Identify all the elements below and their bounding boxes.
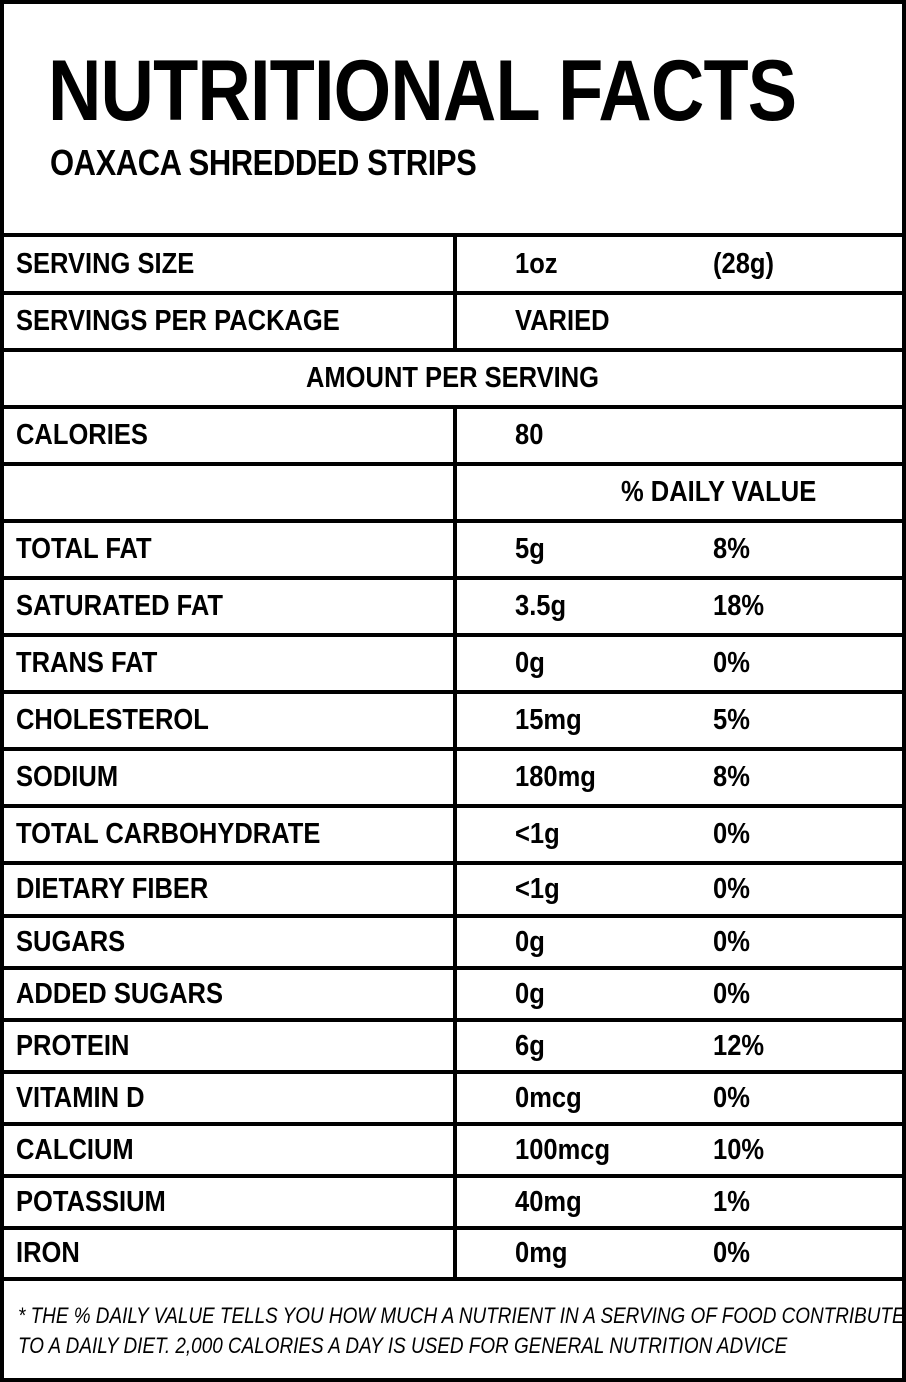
nutrient-row: IRON 0mg 0% bbox=[4, 1226, 902, 1277]
nutrient-amount: 0g bbox=[515, 925, 545, 958]
nutrient-amount: 100mcg bbox=[515, 1133, 611, 1166]
nutrient-daily-value: 0% bbox=[713, 647, 750, 679]
serving-size-grams: (28g) bbox=[713, 247, 774, 280]
calories-row: CALORIES 80 bbox=[4, 405, 902, 462]
nutrient-row: DIETARY FIBER <1g 0% bbox=[4, 861, 902, 914]
nutrient-amount: 5g bbox=[515, 533, 545, 565]
nutrient-daily-value: 0% bbox=[713, 977, 750, 1010]
footnote: * THE % DAILY VALUE TELLS YOU HOW MUCH A… bbox=[4, 1277, 906, 1382]
column-divider bbox=[453, 1178, 457, 1226]
column-divider bbox=[453, 808, 457, 861]
nutrient-row: CALCIUM 100mcg 10% bbox=[4, 1122, 902, 1174]
nutrient-amount: 6g bbox=[515, 1029, 545, 1062]
nutrient-row: PROTEIN 6g 12% bbox=[4, 1018, 902, 1070]
nutrient-name: VITAMIN D bbox=[16, 1081, 145, 1114]
nutrient-daily-value: 8% bbox=[713, 761, 750, 793]
nutrient-daily-value: 12% bbox=[713, 1029, 765, 1062]
column-divider bbox=[453, 523, 457, 576]
servings-per-package-label: SERVINGS PER PACKAGE bbox=[16, 305, 340, 337]
nutrient-row: TRANS FAT 0g 0% bbox=[4, 633, 902, 690]
nutrient-name: CALCIUM bbox=[16, 1133, 134, 1166]
footnote-line-1: * THE % DAILY VALUE TELLS YOU HOW MUCH A… bbox=[18, 1303, 906, 1328]
column-divider bbox=[453, 637, 457, 690]
nutrient-amount: 180mg bbox=[515, 761, 596, 793]
nutrient-amount: <1g bbox=[515, 818, 560, 850]
nutrient-amount: 40mg bbox=[515, 1185, 582, 1218]
nutrient-row: SODIUM 180mg 8% bbox=[4, 747, 902, 804]
amount-per-serving-heading: AMOUNT PER SERVING bbox=[306, 362, 600, 394]
column-divider bbox=[453, 580, 457, 633]
column-divider bbox=[453, 1022, 457, 1070]
nutrient-amount: 0g bbox=[515, 647, 545, 679]
nutrient-name: TRANS FAT bbox=[16, 647, 158, 679]
nutrient-daily-value: 0% bbox=[713, 1081, 750, 1114]
nutrient-daily-value: 0% bbox=[713, 873, 750, 905]
daily-value-header-row: % DAILY VALUE bbox=[4, 462, 902, 519]
column-divider bbox=[453, 1126, 457, 1174]
product-name: OAXACA SHREDDED STRIPS bbox=[50, 142, 477, 183]
calories-label: CALORIES bbox=[16, 419, 148, 451]
daily-value-heading: % DAILY VALUE bbox=[621, 476, 817, 508]
nutrient-row: ADDED SUGARS 0g 0% bbox=[4, 966, 902, 1018]
nutrient-name: TOTAL FAT bbox=[16, 533, 152, 565]
column-divider bbox=[453, 1074, 457, 1122]
calories-value: 80 bbox=[515, 419, 544, 451]
nutrient-daily-value: 0% bbox=[713, 818, 750, 850]
nutrient-daily-value: 5% bbox=[713, 704, 750, 736]
serving-size-label: SERVING SIZE bbox=[16, 247, 195, 280]
nutrient-row: SUGARS 0g 0% bbox=[4, 914, 902, 966]
nutrient-daily-value: 10% bbox=[713, 1133, 765, 1166]
nutrient-rows: TOTAL FAT 5g 8% SATURATED FAT 3.5g 18% TRANS F… bbox=[4, 519, 902, 1277]
label-title: NUTRITIONAL FACTS bbox=[48, 43, 797, 139]
nutrient-amount: <1g bbox=[515, 873, 560, 905]
serving-size-row: SERVING SIZE 1oz (28g) bbox=[4, 233, 902, 291]
nutrient-name: SODIUM bbox=[16, 761, 119, 793]
nutrient-name: PROTEIN bbox=[16, 1029, 130, 1062]
nutrition-table: SERVING SIZE 1oz (28g) SERVINGS PER PACK… bbox=[4, 233, 902, 1277]
nutrient-amount: 3.5g bbox=[515, 590, 567, 622]
column-divider bbox=[453, 466, 457, 519]
column-divider bbox=[453, 751, 457, 804]
column-divider bbox=[453, 970, 457, 1018]
label-header: NUTRITIONAL FACTS OAXACA SHREDDED STRIPS bbox=[4, 4, 902, 233]
nutrient-row: CHOLESTEROL 15mg 5% bbox=[4, 690, 902, 747]
nutrient-daily-value: 18% bbox=[713, 590, 765, 622]
footnote-line-2: TO A DAILY DIET. 2,000 CALORIES A DAY IS… bbox=[18, 1333, 788, 1358]
column-divider bbox=[453, 865, 457, 914]
nutrient-row: VITAMIN D 0mcg 0% bbox=[4, 1070, 902, 1122]
nutrient-row: POTASSIUM 40mg 1% bbox=[4, 1174, 902, 1226]
serving-size-oz: 1oz bbox=[515, 247, 558, 280]
nutrient-amount: 0mg bbox=[515, 1237, 568, 1269]
nutrient-name: SATURATED FAT bbox=[16, 590, 223, 622]
nutrient-row: TOTAL CARBOHYDRATE <1g 0% bbox=[4, 804, 902, 861]
nutrient-amount: 0g bbox=[515, 977, 545, 1010]
column-divider bbox=[453, 295, 457, 348]
nutrient-amount: 15mg bbox=[515, 704, 582, 736]
nutrient-row: SATURATED FAT 3.5g 18% bbox=[4, 576, 902, 633]
servings-per-package-row: SERVINGS PER PACKAGE VARIED bbox=[4, 291, 902, 348]
column-divider bbox=[453, 409, 457, 462]
column-divider bbox=[453, 694, 457, 747]
servings-per-package-value: VARIED bbox=[515, 305, 610, 337]
nutrient-name: SUGARS bbox=[16, 925, 126, 958]
nutrient-name: TOTAL CARBOHYDRATE bbox=[16, 818, 321, 850]
nutrient-daily-value: 1% bbox=[713, 1185, 750, 1218]
amount-per-serving-row: AMOUNT PER SERVING bbox=[4, 348, 902, 405]
column-divider bbox=[453, 237, 457, 291]
nutrient-daily-value: 8% bbox=[713, 533, 750, 565]
nutrient-row: TOTAL FAT 5g 8% bbox=[4, 519, 902, 576]
nutrient-name: DIETARY FIBER bbox=[16, 873, 209, 905]
column-divider bbox=[453, 1230, 457, 1277]
column-divider bbox=[453, 918, 457, 966]
nutrient-amount: 0mcg bbox=[515, 1081, 582, 1114]
nutrient-name: POTASSIUM bbox=[16, 1185, 166, 1218]
nutrient-name: IRON bbox=[16, 1237, 80, 1269]
nutrient-name: CHOLESTEROL bbox=[16, 704, 209, 736]
nutrient-name: ADDED SUGARS bbox=[16, 977, 224, 1010]
nutrient-daily-value: 0% bbox=[713, 925, 750, 958]
nutrient-daily-value: 0% bbox=[713, 1237, 750, 1269]
